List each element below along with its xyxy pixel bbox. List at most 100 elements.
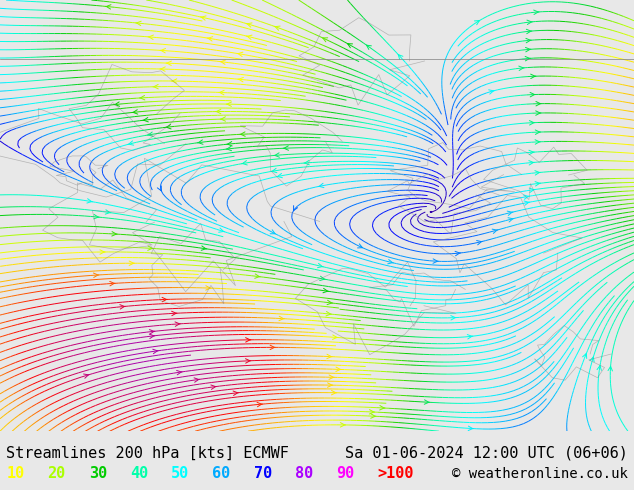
FancyArrowPatch shape [94,215,99,219]
FancyArrowPatch shape [270,230,275,234]
FancyArrowPatch shape [219,228,224,232]
FancyArrowPatch shape [507,211,513,216]
FancyArrowPatch shape [492,229,498,233]
FancyArrowPatch shape [531,74,536,78]
FancyArrowPatch shape [474,21,479,25]
FancyArrowPatch shape [371,414,376,418]
FancyArrowPatch shape [327,300,333,305]
FancyArrowPatch shape [320,276,325,281]
FancyArrowPatch shape [84,374,89,378]
FancyArrowPatch shape [526,48,531,52]
Text: 20: 20 [48,466,66,481]
FancyArrowPatch shape [220,60,226,64]
FancyArrowPatch shape [358,244,363,248]
FancyArrowPatch shape [529,188,535,193]
FancyArrowPatch shape [294,206,297,211]
FancyArrowPatch shape [139,96,145,100]
FancyArrowPatch shape [387,260,394,264]
FancyArrowPatch shape [608,367,612,371]
FancyArrowPatch shape [597,366,602,370]
FancyArrowPatch shape [347,44,353,48]
FancyArrowPatch shape [328,383,333,387]
FancyArrowPatch shape [524,201,529,205]
Text: 40: 40 [130,466,148,481]
FancyArrowPatch shape [133,110,138,114]
FancyArrowPatch shape [162,297,167,302]
FancyArrowPatch shape [100,250,105,254]
FancyArrowPatch shape [468,426,474,431]
FancyArrowPatch shape [150,330,155,334]
FancyArrowPatch shape [590,357,594,362]
Text: 80: 80 [295,466,313,481]
FancyArrowPatch shape [535,130,541,134]
FancyArrowPatch shape [274,153,280,157]
FancyArrowPatch shape [194,378,200,382]
FancyArrowPatch shape [220,117,226,121]
FancyArrowPatch shape [136,21,141,25]
Text: 50: 50 [171,466,190,481]
FancyArrowPatch shape [276,173,282,178]
FancyArrowPatch shape [157,186,161,191]
FancyArrowPatch shape [477,241,482,245]
FancyArrowPatch shape [237,52,243,56]
FancyArrowPatch shape [279,316,285,320]
FancyArrowPatch shape [112,232,117,236]
FancyArrowPatch shape [318,183,324,188]
FancyArrowPatch shape [226,102,231,106]
FancyArrowPatch shape [153,349,158,354]
Text: © weatheronline.co.uk: © weatheronline.co.uk [452,467,628,481]
FancyArrowPatch shape [524,195,529,199]
FancyArrowPatch shape [128,141,134,145]
FancyArrowPatch shape [257,402,262,407]
FancyArrowPatch shape [529,150,534,155]
FancyArrowPatch shape [233,391,238,395]
FancyArrowPatch shape [327,354,332,359]
FancyArrowPatch shape [329,375,334,379]
FancyArrowPatch shape [207,37,213,41]
FancyArrowPatch shape [304,160,309,165]
FancyArrowPatch shape [366,45,372,49]
FancyArrowPatch shape [508,218,514,222]
FancyArrowPatch shape [150,334,155,339]
Text: 90: 90 [336,466,354,481]
FancyArrowPatch shape [274,26,280,30]
FancyArrowPatch shape [536,101,541,106]
FancyArrowPatch shape [424,400,430,404]
FancyArrowPatch shape [323,289,328,293]
Text: 30: 30 [89,466,107,481]
FancyArrowPatch shape [242,161,247,165]
FancyArrowPatch shape [105,210,111,214]
FancyArrowPatch shape [219,90,224,95]
FancyArrowPatch shape [120,305,126,309]
FancyArrowPatch shape [160,49,165,53]
FancyArrowPatch shape [535,140,540,144]
FancyArrowPatch shape [535,171,540,175]
FancyArrowPatch shape [451,316,456,320]
FancyArrowPatch shape [535,182,541,186]
FancyArrowPatch shape [369,410,375,414]
FancyArrowPatch shape [530,93,536,97]
FancyArrowPatch shape [332,335,338,340]
FancyArrowPatch shape [238,77,243,82]
FancyArrowPatch shape [489,90,495,94]
FancyArrowPatch shape [455,251,460,256]
FancyArrowPatch shape [143,118,148,122]
FancyArrowPatch shape [201,246,207,250]
FancyArrowPatch shape [245,338,251,342]
FancyArrowPatch shape [227,142,232,146]
FancyArrowPatch shape [172,311,177,316]
FancyArrowPatch shape [240,132,245,136]
FancyArrowPatch shape [526,29,532,34]
FancyArrowPatch shape [534,10,539,15]
FancyArrowPatch shape [114,102,120,106]
FancyArrowPatch shape [93,273,99,277]
FancyArrowPatch shape [467,335,473,339]
FancyArrowPatch shape [148,246,153,250]
FancyArrowPatch shape [153,84,158,89]
FancyArrowPatch shape [211,385,216,390]
FancyArrowPatch shape [433,259,438,263]
FancyArrowPatch shape [226,147,231,151]
FancyArrowPatch shape [529,161,534,165]
FancyArrowPatch shape [536,111,541,115]
FancyArrowPatch shape [246,23,252,27]
